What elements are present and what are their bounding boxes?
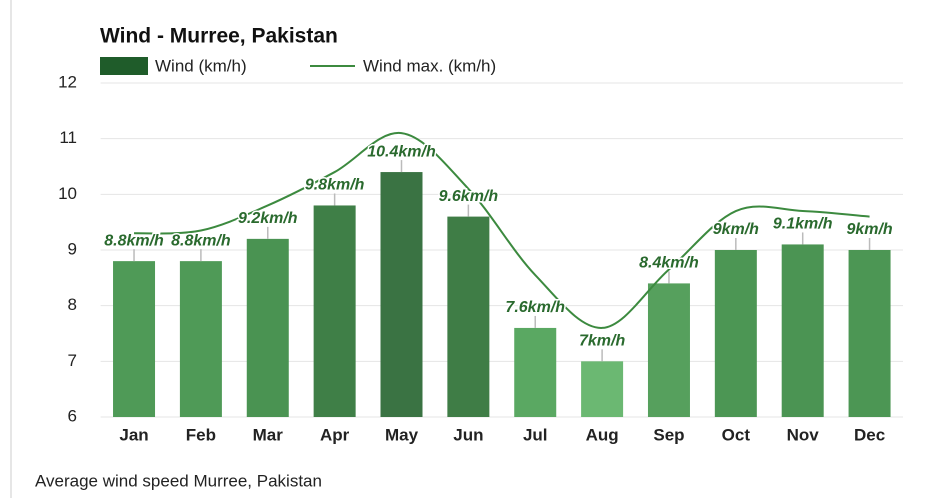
data-label: 7km/h <box>579 333 625 350</box>
bar <box>647 283 690 417</box>
bar <box>380 172 423 417</box>
data-label: 8.4km/h <box>639 255 699 272</box>
y-tick-label: 7 <box>68 351 77 370</box>
bar <box>848 250 891 417</box>
data-label: 9.2km/h <box>238 210 298 227</box>
legend-label: Wind max. (km/h) <box>363 56 496 75</box>
x-tick-label: Oct <box>722 425 751 444</box>
x-tick-label: Aug <box>586 425 619 444</box>
data-label: 9.1km/h <box>773 216 833 233</box>
data-label: 9.8km/h <box>305 177 365 194</box>
chart-title: Wind - Murree, Pakistan <box>100 25 338 48</box>
x-tick-label: Feb <box>186 425 216 444</box>
data-label: 8.8km/h <box>171 232 231 249</box>
data-label: 7.6km/h <box>505 299 565 316</box>
x-tick-label: Apr <box>320 425 350 444</box>
bar <box>113 261 156 417</box>
caption: Average wind speed Murree, Pakistan <box>35 471 322 490</box>
bar <box>581 361 624 417</box>
bar <box>514 327 557 417</box>
y-tick-label: 10 <box>58 184 77 203</box>
x-tick-label: May <box>385 425 419 444</box>
x-tick-label: Nov <box>787 425 820 444</box>
data-label: 9km/h <box>713 221 759 238</box>
y-tick-label: 12 <box>58 72 77 91</box>
data-label: 8.8km/h <box>104 232 164 249</box>
frame-edge <box>10 0 12 498</box>
max-line <box>133 132 870 329</box>
x-tick-label: Dec <box>854 425 885 444</box>
x-tick-label: Jul <box>523 425 548 444</box>
legend-swatch <box>100 57 148 75</box>
bar <box>714 250 757 417</box>
bar <box>313 205 356 417</box>
bar <box>447 216 490 417</box>
bar <box>781 244 824 417</box>
x-tick-label: Jun <box>453 425 483 444</box>
y-tick-label: 9 <box>68 239 77 258</box>
y-tick-label: 6 <box>68 406 77 425</box>
legend-label: Wind (km/h) <box>155 56 247 75</box>
data-label: 9km/h <box>846 221 892 238</box>
bar <box>246 238 289 417</box>
y-tick-label: 8 <box>68 295 77 314</box>
data-label: 10.4km/h <box>367 143 436 160</box>
x-tick-label: Jan <box>119 425 148 444</box>
y-tick-label: 11 <box>59 128 77 147</box>
x-tick-label: Mar <box>253 425 284 444</box>
data-label: 9.6km/h <box>439 188 499 205</box>
x-tick-label: Sep <box>653 425 684 444</box>
bar <box>179 261 222 417</box>
